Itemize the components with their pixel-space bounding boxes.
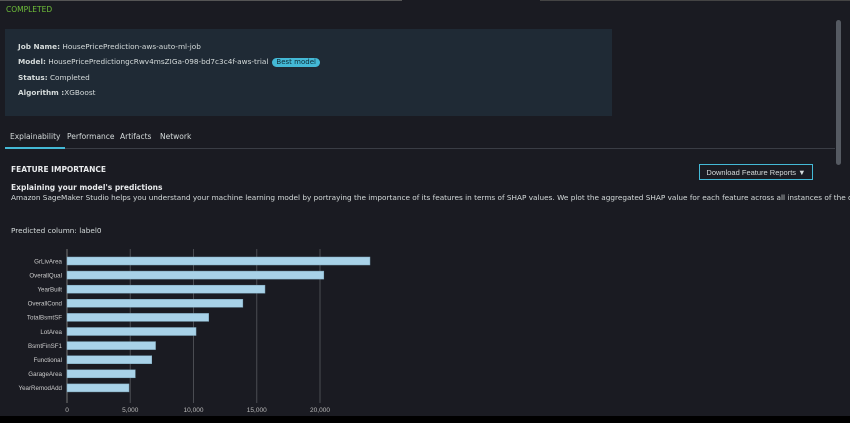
status-value: Completed: [49, 73, 90, 82]
top-divider: [0, 0, 402, 1]
x-tick-label: 0: [65, 407, 69, 414]
bar-GarageArea: [66, 369, 136, 379]
y-tick-label: TotalBsmtSF: [27, 315, 62, 322]
section-subtitle: Explaining your model's predictions: [11, 183, 163, 192]
section-description: Amazon SageMaker Studio helps you unders…: [11, 193, 850, 202]
scrollbar-thumb[interactable]: [836, 20, 841, 165]
x-tick-label: 10,000: [184, 407, 204, 414]
scrollbar[interactable]: [835, 18, 843, 423]
x-tick-label: 20,000: [310, 407, 330, 414]
bar-YearBuilt: [66, 284, 266, 294]
tab-explainability[interactable]: Explainability: [4, 132, 66, 149]
x-tick-label: 5,000: [122, 407, 139, 414]
predicted-column: Predicted column: label0: [11, 226, 102, 235]
download-feature-reports-button[interactable]: Download Feature Reports ▼: [699, 164, 813, 180]
algorithm-label: Algorithm :: [18, 88, 65, 97]
y-tick-label: BsmtFinSF1: [28, 343, 63, 350]
status-field-label: Status:: [18, 73, 48, 82]
y-tick-label: GrLivArea: [34, 258, 62, 265]
tab-performance[interactable]: Performance: [67, 132, 115, 141]
best-model-badge: Best model: [272, 58, 320, 67]
status-label: COMPLETED: [6, 5, 53, 14]
bar-TotalBsmtSF: [66, 313, 209, 322]
y-tick-label: OverallCond: [28, 301, 63, 308]
tab-artifacts[interactable]: Artifacts: [120, 132, 152, 141]
bar-OverallQual: [66, 270, 325, 280]
model-name: HousePricePredictiongcRwv4msZIGa-098-bd7…: [48, 57, 269, 66]
y-tick-label: Functional: [33, 357, 62, 364]
section-title: FEATURE IMPORTANCE: [11, 165, 106, 174]
bar-OverallCond: [66, 299, 244, 308]
tab-bar: Explainability Performance Artifacts Net…: [4, 130, 835, 149]
y-tick-label: YearBuilt: [37, 287, 62, 294]
y-tick-label: GarageArea: [28, 371, 62, 378]
bar-GrLivArea: [66, 256, 371, 266]
job-name: HousePricePrediction-aws-auto-ml-job: [62, 42, 201, 51]
x-tick-label: 15,000: [247, 407, 267, 414]
algorithm-value: XGBoost: [64, 88, 96, 97]
bar-LotArea: [66, 327, 197, 336]
tab-network[interactable]: Network: [160, 132, 192, 141]
bar-Functional: [66, 355, 153, 364]
bottom-bar: [0, 416, 850, 423]
model-label: Model:: [18, 57, 46, 66]
y-tick-label: YearRemodAdd: [19, 385, 63, 392]
bar-YearRemodAdd: [66, 383, 130, 393]
bar-BsmtFinSF1: [66, 341, 156, 350]
top-divider: [540, 0, 850, 1]
job-name-label: Job Name:: [18, 42, 60, 51]
y-tick-label: OverallQual: [29, 272, 62, 279]
y-tick-label: LotArea: [40, 329, 62, 336]
job-summary-panel: Job Name: HousePricePrediction-aws-auto-…: [5, 29, 612, 116]
